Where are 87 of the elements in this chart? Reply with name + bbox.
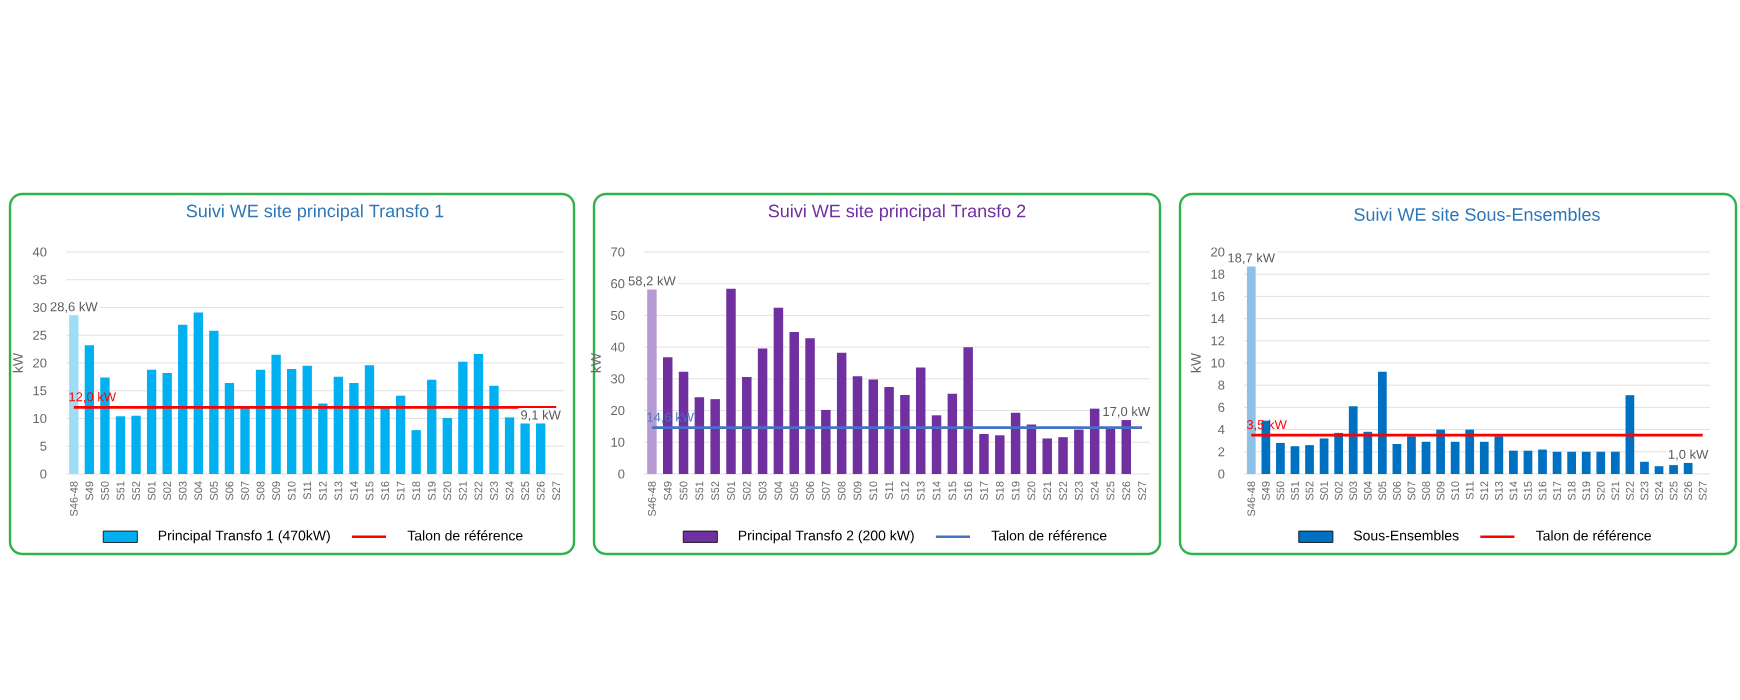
bar xyxy=(442,417,452,474)
bar xyxy=(694,397,705,474)
bar xyxy=(773,307,784,474)
bar xyxy=(209,330,219,474)
bar xyxy=(287,369,297,474)
chart-title: Suivi WE site principal Transfo 1 xyxy=(186,204,444,221)
bar xyxy=(1261,420,1271,474)
bar xyxy=(1377,371,1387,474)
bar xyxy=(1552,451,1562,474)
bar xyxy=(1105,427,1116,474)
bar xyxy=(1392,444,1402,474)
bar xyxy=(473,354,484,474)
bar xyxy=(333,376,344,474)
bar xyxy=(1074,429,1084,474)
bar xyxy=(710,399,720,474)
bar xyxy=(489,385,499,474)
bar xyxy=(1494,436,1504,474)
bar xyxy=(302,365,312,474)
bar xyxy=(900,395,910,474)
bar xyxy=(1319,438,1329,474)
bar xyxy=(240,407,250,474)
bar xyxy=(884,387,894,474)
bar xyxy=(1290,446,1300,474)
bar xyxy=(1610,451,1620,474)
bar xyxy=(805,338,815,474)
bar xyxy=(1683,462,1693,474)
bar xyxy=(995,435,1005,474)
bar xyxy=(146,369,157,474)
bar xyxy=(395,395,406,474)
bar xyxy=(536,423,546,474)
bar xyxy=(757,348,768,474)
bar xyxy=(931,415,942,474)
bar xyxy=(224,382,235,474)
bar xyxy=(318,403,328,474)
bar xyxy=(742,376,752,474)
bar xyxy=(1058,437,1068,474)
bar xyxy=(364,365,375,474)
bar xyxy=(1363,431,1373,474)
bar xyxy=(1421,441,1431,474)
bar xyxy=(1596,451,1606,474)
bar xyxy=(868,379,879,474)
bar xyxy=(1436,429,1445,474)
bar xyxy=(1276,442,1285,474)
bar xyxy=(131,415,141,474)
bar xyxy=(1334,432,1344,474)
bar xyxy=(852,376,863,474)
bar xyxy=(1042,438,1052,474)
bar xyxy=(1465,429,1475,474)
bar xyxy=(1305,445,1314,474)
bar xyxy=(1654,466,1664,474)
bar xyxy=(1523,450,1533,474)
bar xyxy=(255,369,266,474)
bar xyxy=(963,347,973,474)
bar xyxy=(162,372,172,474)
bar xyxy=(1479,441,1489,474)
bar xyxy=(380,407,390,474)
bar xyxy=(1348,406,1358,474)
bar xyxy=(1509,450,1518,474)
bar xyxy=(1669,465,1678,474)
bar xyxy=(411,430,421,474)
bar xyxy=(1538,449,1547,474)
bar xyxy=(1567,451,1577,474)
bar xyxy=(1640,461,1649,474)
bar xyxy=(504,417,515,474)
bar xyxy=(915,367,926,474)
bar xyxy=(979,434,989,474)
bar xyxy=(1121,420,1132,474)
bar xyxy=(821,409,831,474)
bar xyxy=(1450,441,1460,474)
bar xyxy=(789,331,799,474)
bar xyxy=(1010,412,1021,474)
bar xyxy=(947,393,958,474)
bar xyxy=(1407,436,1416,474)
bar xyxy=(1581,451,1591,474)
chart-title: Suivi WE site Sous-Ensembles xyxy=(1354,207,1600,221)
bar xyxy=(271,354,281,474)
bar xyxy=(427,379,437,474)
bar xyxy=(458,361,468,474)
bar xyxy=(193,312,203,474)
chart-title: Suivi WE site principal Transfo 2 xyxy=(768,204,1026,221)
bar xyxy=(726,288,736,474)
bar xyxy=(836,352,847,474)
bar xyxy=(1089,408,1100,474)
bar xyxy=(115,416,126,474)
bar xyxy=(178,324,188,474)
bar xyxy=(349,382,359,474)
bar xyxy=(520,423,530,474)
